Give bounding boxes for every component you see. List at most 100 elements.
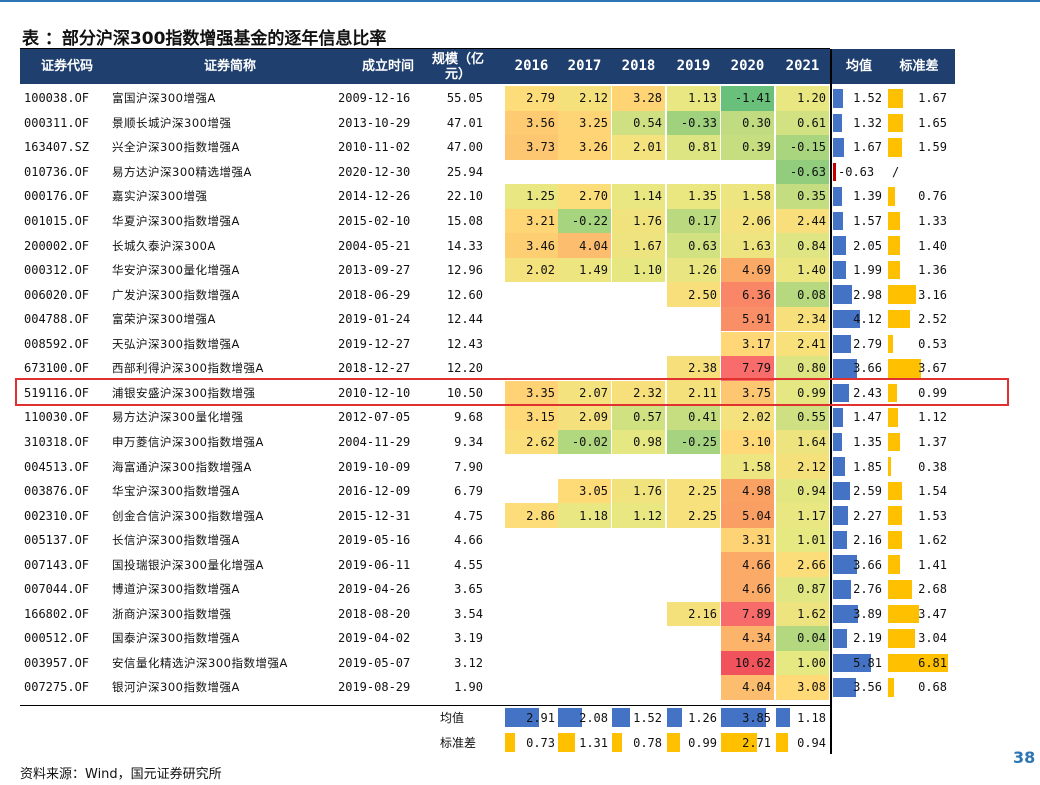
ir-cell-2020: 6.36	[721, 282, 774, 307]
fund-scale: 14.33	[446, 238, 483, 253]
ir-cell-2017: 3.25	[558, 110, 611, 136]
ir-cell-2018	[612, 626, 665, 651]
std-value: 0.76	[918, 189, 947, 204]
std-cell: 3.47	[888, 602, 950, 627]
fund-code: 007143.OF	[24, 557, 90, 572]
mean-bar	[833, 432, 842, 452]
ir-cell-2017: 2.07	[558, 380, 611, 406]
fund-scale: 12.96	[446, 263, 483, 278]
fund-scale: 15.08	[446, 214, 483, 229]
ir-cell-2016: 2.79	[505, 86, 558, 111]
fund-name: 博道沪深300指数增强A	[112, 582, 240, 597]
table-row: 004788.OF 富荣沪深300增强A 2019-01-24 12.44 5.91 2.…	[20, 306, 955, 332]
std-value: 2.68	[918, 582, 947, 597]
ir-cell-2017	[558, 675, 611, 700]
std-bar	[888, 187, 895, 206]
table-row: 007044.OF 博道沪深300指数增强A 2019-04-26 3.65 4.66 0…	[20, 577, 955, 602]
fund-scale: 12.43	[446, 336, 483, 351]
mean-bar	[833, 408, 843, 427]
std-value: 0.53	[918, 336, 947, 351]
fund-name: 景顺长城沪深300增强	[112, 115, 232, 130]
fund-scale: 25.94	[446, 164, 483, 179]
mean-cell: 2.98	[833, 282, 885, 307]
std-value: 1.67	[918, 91, 947, 106]
ir-cell-2017	[558, 282, 611, 307]
summary-std-value: 2.71	[742, 735, 771, 750]
mean-bar	[833, 604, 859, 624]
col-header-mean: 均值	[845, 59, 872, 74]
std-cell: 1.12	[888, 405, 950, 430]
mean-value: 2.59	[853, 484, 882, 499]
col-header-2019: 2019	[676, 58, 711, 74]
summary-mean-bar	[721, 708, 767, 727]
inception-date: 2019-05-07	[338, 655, 411, 670]
std-cell: 6.81	[888, 651, 950, 676]
inception-date: 2009-12-16	[338, 91, 411, 106]
std-bar	[888, 236, 901, 255]
inception-date: 2018-08-20	[338, 606, 411, 621]
std-value: 1.59	[918, 140, 947, 155]
mean-value: 2.05	[853, 238, 882, 253]
std-value: 1.62	[918, 533, 947, 548]
mean-cell: 1.35	[833, 430, 885, 455]
ir-cell-2016	[505, 651, 558, 676]
fund-scale: 3.12	[454, 655, 483, 670]
std-cell: 1.67	[888, 86, 950, 111]
std-bar	[888, 138, 903, 157]
ir-cell-2020: 2.06	[721, 208, 774, 234]
mean-bar	[833, 334, 852, 354]
std-value: 3.16	[918, 287, 947, 302]
fund-code: 007044.OF	[24, 582, 90, 597]
ir-cell-2020: 10.62	[721, 650, 774, 676]
inception-date: 2014-12-26	[338, 189, 411, 204]
mean-value: 2.19	[853, 631, 882, 646]
summary-std-label: 标准差	[440, 736, 477, 750]
summary-mean-bar	[558, 708, 583, 727]
ir-cell-2021: 1.00	[776, 650, 829, 676]
summary-mean-row: 均值 2.91 2.08 1.52 1.26 3.85 1.18	[20, 706, 955, 729]
mean-bar	[833, 555, 857, 574]
std-cell: /	[888, 160, 950, 185]
ir-cell-2018: 0.54	[612, 110, 665, 136]
ir-cell-2019	[667, 651, 720, 676]
std-bar	[888, 604, 919, 624]
table-bottom-rule	[20, 705, 830, 706]
ir-cell-2016: 3.15	[505, 405, 558, 430]
fund-name: 天弘沪深300指数增强A	[112, 336, 240, 351]
summary-mean-2021: 1.18	[776, 706, 829, 729]
mean-bar	[833, 678, 857, 697]
fund-code: 000176.OF	[24, 189, 90, 204]
ir-cell-2020: 7.89	[721, 601, 774, 627]
ir-cell-2020: 4.69	[721, 257, 774, 283]
summary-std-value: 0.99	[688, 735, 717, 750]
ir-cell-2017: 4.04	[558, 233, 611, 258]
summary-std-2017: 1.31	[558, 731, 611, 754]
std-cell: 1.40	[888, 233, 950, 258]
ir-cell-2016	[505, 577, 558, 602]
ir-cell-2021: 2.34	[776, 306, 829, 332]
ir-cell-2017: 2.70	[558, 184, 611, 209]
table-row: 519116.OF 浦银安盛沪深300指数增强 2010-12-10 10.50 3.3…	[20, 380, 955, 406]
mean-bar	[833, 260, 846, 280]
ir-cell-2020: 3.75	[721, 380, 774, 406]
ir-cell-2020: 4.66	[721, 577, 774, 602]
std-bar	[888, 432, 901, 452]
ir-cell-2019	[667, 307, 720, 332]
std-value: 1.65	[918, 115, 947, 130]
ir-cell-2018	[612, 651, 665, 676]
ir-cell-2016: 2.62	[505, 429, 558, 455]
ir-cell-2016	[505, 332, 558, 357]
ir-cell-2020: 4.04	[721, 675, 774, 700]
fund-scale: 1.90	[454, 680, 483, 695]
ir-cell-2016	[505, 160, 558, 185]
ir-cell-2019	[667, 160, 720, 185]
ir-cell-2020: 3.31	[721, 527, 774, 553]
ir-cell-2017	[558, 528, 611, 553]
ir-cell-2021: 1.64	[776, 429, 829, 455]
ir-cell-2017: 2.12	[558, 86, 611, 111]
mean-bar	[833, 162, 836, 182]
ir-cell-2020: 4.98	[721, 478, 774, 504]
col-header-2021: 2021	[785, 58, 820, 74]
col-header-code: 证券代码	[40, 59, 93, 74]
fund-name: 银河沪深300指数增强A	[112, 680, 240, 695]
